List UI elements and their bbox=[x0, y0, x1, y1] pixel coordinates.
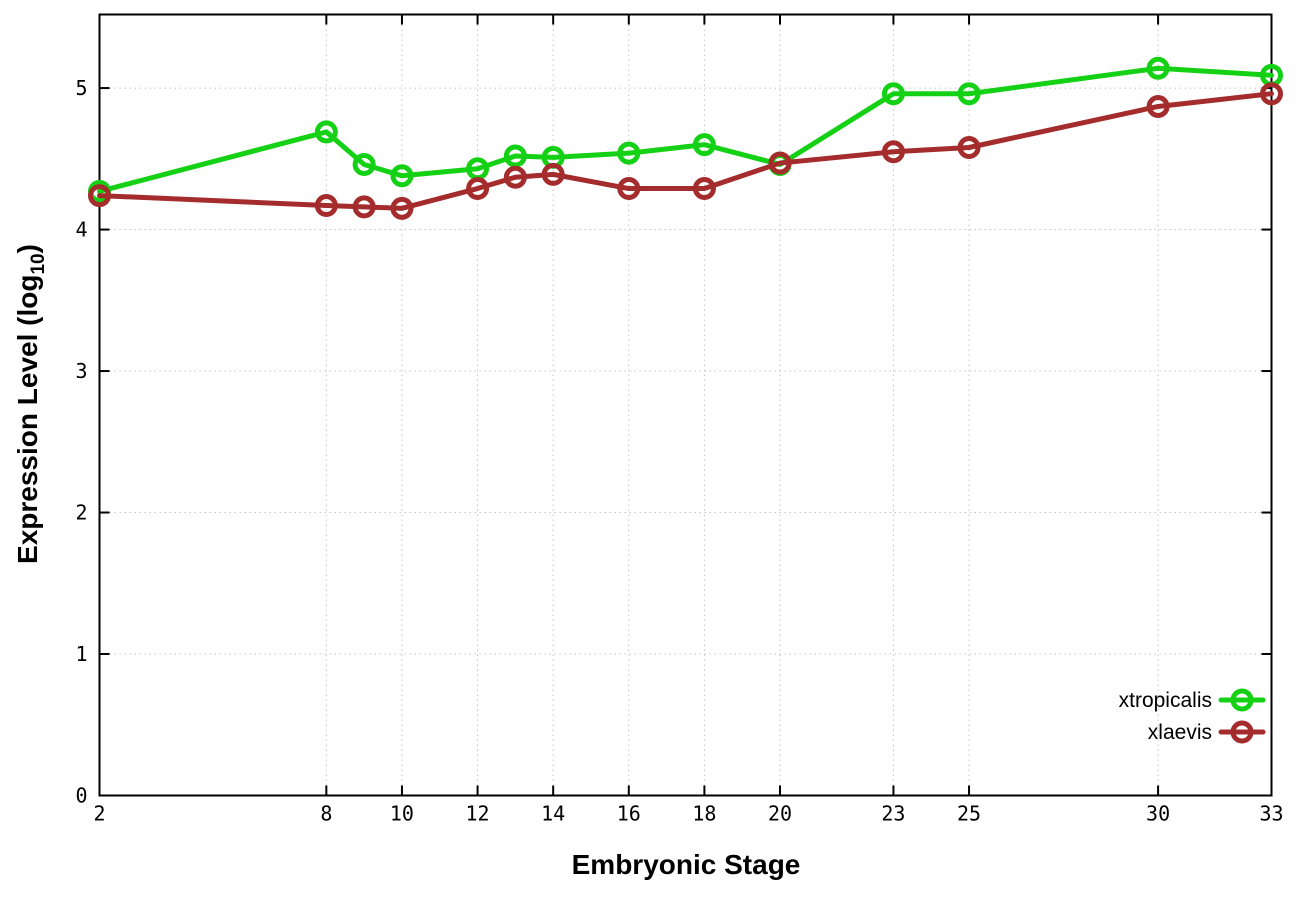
x-tick-label: 33 bbox=[1259, 802, 1283, 826]
plot-border bbox=[98, 13, 1273, 797]
x-tick-label: 8 bbox=[320, 802, 332, 826]
data-point-xlaevis bbox=[617, 177, 641, 201]
data-point-xlaevis bbox=[957, 135, 981, 159]
data-point-xtropicalis bbox=[1146, 56, 1170, 80]
data-point-xlaevis bbox=[692, 177, 716, 201]
x-tick-label: 12 bbox=[466, 802, 490, 826]
y-axis-title-subscript: 10 bbox=[27, 253, 49, 275]
data-point-xlaevis bbox=[1260, 82, 1283, 106]
series-line-xlaevis bbox=[97, 91, 1274, 211]
y-tick-label: 4 bbox=[75, 218, 87, 242]
data-point-xlaevis bbox=[314, 194, 338, 218]
y-tick-label: 0 bbox=[75, 784, 87, 808]
data-point-xlaevis bbox=[768, 151, 792, 175]
data-point-xlaevis bbox=[881, 140, 905, 164]
data-point-xlaevis bbox=[466, 177, 490, 201]
y-axis-title-text: Expression Level (log bbox=[12, 274, 44, 564]
data-point-xlaevis bbox=[352, 195, 376, 219]
data-point-xlaevis bbox=[541, 162, 565, 186]
legend-label-xtropicalis: xtropicalis bbox=[1119, 689, 1212, 712]
x-tick-label: 16 bbox=[617, 802, 641, 826]
x-tick-label: 30 bbox=[1146, 802, 1170, 826]
data-point-xlaevis bbox=[88, 184, 111, 208]
data-point-xtropicalis bbox=[314, 120, 338, 144]
y-axis-title-close: ) bbox=[12, 244, 44, 254]
data-point-xtropicalis bbox=[390, 164, 414, 188]
x-tick-label: 2 bbox=[93, 802, 105, 826]
legend-label-xlaevis: xlaevis bbox=[1148, 721, 1212, 744]
data-point-xtropicalis bbox=[617, 141, 641, 165]
data-point-xtropicalis bbox=[352, 152, 376, 176]
data-point-xtropicalis bbox=[957, 82, 981, 106]
data-point-xtropicalis bbox=[503, 144, 527, 168]
data-point-xtropicalis bbox=[881, 82, 905, 106]
y-tick-label: 5 bbox=[75, 76, 87, 100]
data-point-xlaevis bbox=[503, 165, 527, 189]
y-axis-title: Expression Level (log10) bbox=[12, 244, 50, 564]
x-tick-label: 10 bbox=[390, 802, 414, 826]
x-tick-label: 23 bbox=[881, 802, 905, 826]
data-point-xlaevis bbox=[390, 196, 414, 220]
data-point-xtropicalis bbox=[692, 133, 716, 157]
y-tick-label: 1 bbox=[75, 642, 87, 666]
data-point-xlaevis bbox=[1146, 94, 1170, 118]
x-tick-label: 20 bbox=[768, 802, 792, 826]
x-tick-label: 14 bbox=[541, 802, 565, 826]
series-line-xtropicalis bbox=[97, 65, 1274, 194]
legend-marker-xtropicalis bbox=[1230, 688, 1254, 712]
x-tick-label: 25 bbox=[957, 802, 981, 826]
x-axis-title: Embryonic Stage bbox=[571, 849, 801, 880]
legend-marker-xlaevis bbox=[1230, 720, 1254, 744]
x-tick-label: 18 bbox=[692, 802, 716, 826]
y-tick-label: 3 bbox=[75, 359, 87, 383]
y-tick-label: 2 bbox=[75, 501, 87, 525]
